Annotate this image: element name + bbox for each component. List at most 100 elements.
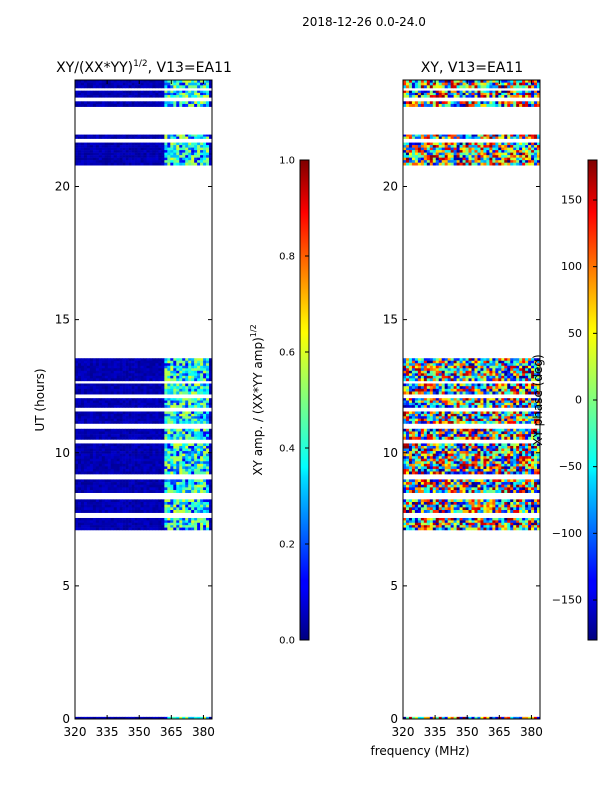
heatmap-cell	[417, 428, 422, 432]
heatmap-cell	[486, 509, 490, 513]
heatmap-cell	[206, 431, 210, 435]
heatmap-cell	[98, 527, 103, 531]
heatmap-cell	[152, 520, 156, 524]
heatmap-cell	[122, 507, 126, 511]
heatmap-cell	[164, 461, 168, 465]
heatmap-cell	[194, 453, 198, 457]
heatmap-cell	[507, 507, 511, 511]
heatmap-cell	[134, 373, 138, 377]
heatmap-cell	[176, 525, 180, 528]
heatmap-cell	[179, 145, 183, 148]
heatmap-cell	[167, 101, 171, 105]
heatmap-cell	[188, 383, 192, 387]
heatmap-cell	[128, 162, 132, 166]
heatmap-cell	[98, 363, 103, 367]
heatmap-cell	[468, 522, 472, 526]
heatmap-cell	[438, 525, 443, 528]
heatmap-cell	[164, 388, 168, 392]
heatmap-cell	[191, 421, 195, 424]
heatmap-cell	[155, 466, 159, 470]
heatmap-cell	[411, 413, 416, 417]
heatmap-cell	[122, 482, 126, 485]
heatmap-cell	[173, 458, 177, 462]
heatmap-cell	[122, 363, 126, 367]
heatmap-cell	[197, 504, 201, 508]
heatmap-cell	[176, 487, 180, 491]
heatmap-cell	[480, 434, 484, 438]
heatmap-cell	[477, 517, 481, 521]
heatmap-cell	[522, 487, 526, 491]
heatmap-cell	[149, 421, 153, 424]
heatmap-cell	[465, 445, 469, 449]
colorbar-gradient	[299, 159, 310, 641]
heatmap-cell	[444, 461, 448, 465]
heatmap-cell	[143, 482, 147, 485]
heatmap-cell	[86, 509, 91, 513]
heatmap-cell	[173, 507, 177, 511]
heatmap-cell	[209, 418, 213, 422]
heatmap-cell	[209, 95, 213, 98]
heatmap-cell	[152, 90, 156, 94]
heatmap-cell	[122, 368, 126, 372]
heatmap-cell	[104, 434, 109, 438]
heatmap-cell	[89, 80, 94, 83]
heatmap-cell	[158, 520, 162, 524]
heatmap-cell	[110, 142, 115, 146]
heatmap-cell	[483, 487, 487, 491]
heatmap-cell	[146, 147, 150, 151]
heatmap-cell	[200, 448, 204, 452]
heatmap-cell	[167, 152, 171, 156]
heatmap-cell	[128, 82, 132, 86]
heatmap-cell	[462, 413, 466, 417]
heatmap-cell	[83, 471, 88, 475]
heatmap-cell	[450, 527, 454, 531]
heatmap-cell	[438, 716, 443, 720]
heatmap-cell	[113, 479, 117, 483]
heatmap-cell	[405, 456, 410, 460]
heatmap-cell	[492, 517, 496, 521]
heatmap-cell	[453, 520, 457, 524]
heatmap-cell	[206, 482, 210, 485]
heatmap-cell	[113, 527, 117, 531]
heatmap-cell	[510, 443, 514, 447]
heatmap-cell	[95, 421, 100, 424]
heatmap-cell	[134, 458, 138, 462]
heatmap-cell	[158, 160, 162, 163]
heatmap-cell	[80, 82, 85, 86]
heatmap-cell	[116, 405, 120, 408]
heatmap-cell	[438, 428, 443, 432]
heatmap-cell	[128, 456, 132, 460]
heatmap-cell	[116, 416, 120, 419]
heatmap-cell	[465, 431, 469, 435]
heatmap-cell	[453, 522, 457, 526]
heatmap-cell	[170, 482, 174, 485]
heatmap-cell	[167, 85, 171, 89]
heatmap-cell	[465, 479, 469, 483]
heatmap-cell	[203, 458, 207, 462]
heatmap-cell	[507, 428, 511, 432]
heatmap-cell	[188, 160, 192, 163]
heatmap-cell	[495, 490, 499, 493]
heatmap-cell	[185, 160, 189, 163]
heatmap-cell	[516, 463, 520, 467]
heatmap-cell	[158, 418, 162, 422]
heatmap-cell	[471, 520, 475, 524]
heatmap-cell	[200, 479, 204, 483]
heatmap-cell	[113, 482, 117, 485]
heatmap-cell	[456, 431, 460, 435]
heatmap-cell	[155, 418, 159, 422]
heatmap-cell	[104, 101, 109, 105]
heatmap-cell	[170, 448, 174, 452]
heatmap-cell	[113, 484, 117, 488]
heatmap-cell	[113, 458, 117, 462]
heatmap-cell	[456, 504, 460, 508]
heatmap-cell	[89, 421, 94, 424]
heatmap-cell	[522, 448, 526, 452]
heatmap-cell	[182, 443, 186, 447]
heatmap-cell	[158, 482, 162, 485]
heatmap-cell	[107, 358, 112, 362]
heatmap-cell	[116, 142, 120, 146]
heatmap-cell	[80, 434, 85, 438]
heatmap-cell	[119, 400, 123, 404]
heatmap-cell	[447, 484, 451, 488]
